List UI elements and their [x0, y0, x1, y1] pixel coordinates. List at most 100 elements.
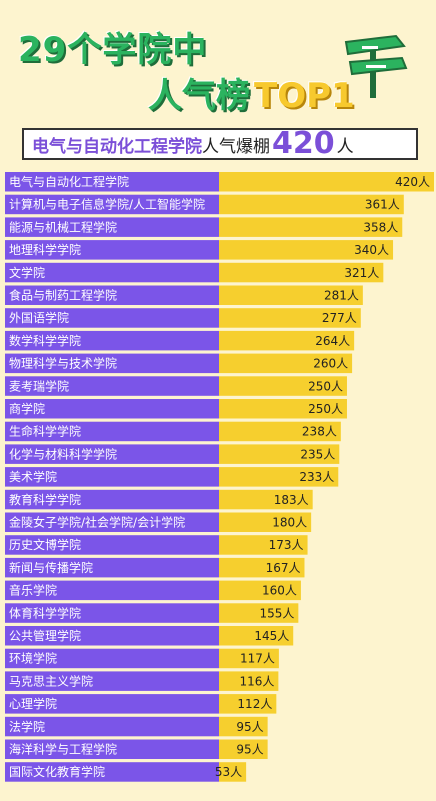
- category-label: 商学院: [9, 401, 45, 416]
- value-label: 250人: [308, 402, 343, 416]
- value-label: 281人: [324, 289, 359, 303]
- category-label: 历史文博学院: [9, 537, 81, 552]
- category-label: 计算机与电子信息学院/人工智能学院: [9, 197, 205, 212]
- value-label: 160人: [262, 584, 297, 598]
- value-bar: [219, 308, 361, 328]
- headline-college: 电气与自动化工程学院: [32, 136, 202, 157]
- value-label: 250人: [308, 379, 343, 393]
- value-bar: [219, 467, 339, 487]
- value-label: 116人: [239, 674, 274, 688]
- value-label: 145人: [254, 629, 289, 643]
- category-label-bar: [5, 489, 219, 510]
- value-label: 112人: [237, 697, 272, 711]
- value-bar: [219, 694, 277, 714]
- value-bar: [219, 671, 279, 691]
- category-label-bar: [5, 262, 219, 283]
- category-label: 国际文化教育学院: [9, 764, 105, 779]
- value-bar: [219, 762, 247, 782]
- headline-text: 人气爆棚: [202, 136, 270, 157]
- category-label-bar: [5, 353, 219, 374]
- category-label: 电气与自动化工程学院: [9, 174, 129, 189]
- category-label-bar: [5, 217, 219, 237]
- value-bar: [219, 217, 403, 237]
- value-label: 233人: [299, 470, 334, 484]
- category-label: 地理科学学院: [9, 242, 81, 257]
- value-label: 321人: [344, 266, 379, 280]
- value-bar: [219, 285, 363, 305]
- title-line-1: 29个学院中: [18, 30, 208, 70]
- value-bar: [219, 172, 434, 192]
- category-label-bar: [5, 421, 219, 442]
- value-bar: [219, 739, 268, 759]
- category-label: 数学科学学院: [9, 333, 81, 348]
- value-label: 183人: [274, 493, 309, 507]
- category-label-bar: [5, 399, 219, 419]
- value-label: 238人: [302, 425, 337, 439]
- category-label: 美术学院: [9, 469, 57, 484]
- headline-unit: 人: [336, 136, 354, 157]
- category-label-bar: [5, 172, 219, 192]
- headline-number: 420: [272, 126, 335, 161]
- category-label: 马克思主义学院: [9, 673, 93, 688]
- category-label-bar: [5, 194, 219, 215]
- value-label: 420人: [395, 175, 430, 189]
- category-label: 体育科学学院: [9, 605, 81, 620]
- value-label: 95人: [236, 743, 263, 757]
- value-bar: [219, 353, 353, 374]
- value-label: 167人: [266, 561, 301, 575]
- value-label: 95人: [236, 720, 263, 734]
- value-label: 260人: [313, 357, 348, 371]
- category-label-bar: [5, 739, 219, 759]
- top1-badge: TOP1: [254, 76, 355, 116]
- value-bar: [219, 376, 347, 396]
- value-bar: [219, 580, 301, 601]
- value-label: 53人: [215, 765, 242, 779]
- category-label: 生命科学学院: [9, 424, 81, 439]
- value-label: 155人: [259, 606, 294, 620]
- value-bar: [219, 330, 355, 351]
- value-label: 235人: [300, 447, 335, 461]
- category-label: 文学院: [9, 265, 45, 280]
- category-label-bar: [5, 240, 219, 260]
- category-label: 麦考瑞学院: [9, 378, 69, 393]
- value-bar: [219, 535, 308, 555]
- category-label-bar: [5, 308, 219, 328]
- value-label: 358人: [363, 220, 398, 234]
- value-bar: [219, 399, 347, 419]
- category-label-bar: [5, 626, 219, 646]
- category-label: 教育科学学院: [9, 492, 81, 507]
- category-label-bar: [5, 512, 219, 532]
- value-bar: [219, 557, 305, 578]
- value-label: 117人: [240, 652, 275, 666]
- category-label: 法学院: [9, 719, 45, 734]
- title-line-2-text: 人气榜: [148, 76, 250, 116]
- value-bar: [219, 444, 340, 464]
- value-label: 361人: [365, 198, 400, 212]
- value-label: 173人: [269, 538, 304, 552]
- title-line-2: 人气榜 TOP1: [148, 68, 355, 117]
- category-label-bar: [5, 716, 219, 737]
- value-bar: [219, 648, 279, 669]
- category-label-bar: [5, 603, 219, 623]
- category-label: 环境学院: [9, 651, 57, 666]
- category-label-bar: [5, 694, 219, 714]
- signpost-icon: [344, 34, 408, 98]
- category-label: 能源与机械工程学院: [9, 219, 117, 234]
- value-label: 264人: [315, 334, 350, 348]
- category-label: 心理学院: [9, 696, 57, 711]
- category-label-bar: [5, 535, 219, 555]
- category-label-bar: [5, 330, 219, 351]
- value-label: 340人: [354, 243, 389, 257]
- headline-banner: 电气与自动化工程学院 人气爆棚 420 人: [22, 128, 418, 160]
- category-label: 金陵女子学院/社会学院/会计学院: [9, 515, 185, 530]
- category-label-bar: [5, 671, 219, 691]
- value-bar: [219, 489, 313, 510]
- value-bar: [219, 421, 341, 442]
- category-label-bar: [5, 467, 219, 487]
- category-label: 新闻与传播学院: [9, 560, 93, 575]
- category-label-bar: [5, 376, 219, 396]
- category-label-bar: [5, 285, 219, 305]
- category-label-bar: [5, 762, 219, 782]
- category-label: 音乐学院: [9, 583, 57, 598]
